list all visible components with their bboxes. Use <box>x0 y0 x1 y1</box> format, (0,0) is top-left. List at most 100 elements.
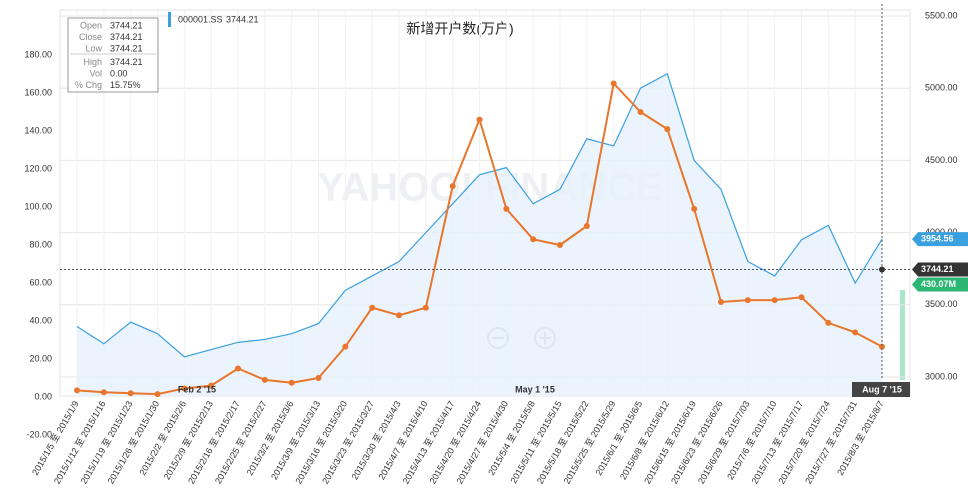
x-tick-label: 2015/6/29 至 2015/7/03 <box>696 399 752 485</box>
date-marker: Feb 2 '15 <box>178 384 216 394</box>
point <box>181 385 188 392</box>
point <box>369 304 376 311</box>
point <box>691 205 698 212</box>
y-tick-label: 60.00 <box>29 277 52 287</box>
point <box>476 116 483 123</box>
quote-value: 15.75% <box>110 80 141 90</box>
quote-value: 0.00 <box>110 68 128 78</box>
point <box>771 297 778 304</box>
point <box>208 382 215 389</box>
x-tick-label: 2015/1/26 至 2015/1/30 <box>106 399 162 485</box>
quote-value: 3744.21 <box>110 32 143 42</box>
x-tick-label: 2015/7/27 至 2015/7/31 <box>803 399 859 485</box>
point <box>315 375 322 381</box>
point <box>235 365 241 372</box>
quote-box <box>67 17 159 93</box>
x-tick-label: 2015/6/15 至 2015/6/19 <box>642 399 698 485</box>
point <box>557 242 563 248</box>
quote-value: 3744.21 <box>110 43 143 53</box>
point <box>744 297 751 304</box>
x-tick-label: 2015/6/23 至 2015/6/26 <box>669 399 725 485</box>
point <box>798 294 805 301</box>
x-tick-label: 2015/4/13 至 2015/4/17 <box>401 399 457 485</box>
x-tick-label: 2015/6/8 至 2015/6/12 <box>618 399 671 481</box>
last-value-tag <box>912 232 968 247</box>
y-tick-label: 40.00 <box>29 315 52 325</box>
point <box>879 343 885 350</box>
symbol-name: 000001.SS <box>178 14 223 24</box>
quote-label: Open <box>80 20 102 30</box>
x-tick-label: 2015/5/25 至 2015/5/29 <box>562 399 618 485</box>
x-tick-label: 2015/4/7 至 2015/4/10 <box>376 399 429 481</box>
y2-tick-label: 4000.00 <box>925 227 958 237</box>
point <box>852 329 859 336</box>
crosshair-tag <box>912 262 968 277</box>
point <box>503 205 510 212</box>
symbol-marker <box>168 12 171 27</box>
line <box>76 72 883 358</box>
y2-tick-label: 4500.00 <box>925 155 958 165</box>
x-tick-label: 2015/3/30 至 2015/4/3 <box>350 399 403 481</box>
y2-tick-label: 3500.00 <box>925 299 958 309</box>
point <box>664 126 671 133</box>
crosshair-tag-label: 3744.21 <box>921 264 954 274</box>
x-tick-label: 2015/1/12 至 2015/1/16 <box>52 399 108 485</box>
x-tick-label: 2015/7/13 至 2015/7/17 <box>750 399 806 485</box>
point <box>422 304 429 311</box>
point <box>261 376 268 383</box>
x-tick-label: 2015/3/9 至 2015/3/13 <box>269 399 322 481</box>
volume-tag-label: 430.07M <box>921 279 956 289</box>
y2-tick-label: 5000.00 <box>925 83 958 93</box>
y-tick-label: 140.00 <box>24 125 52 135</box>
volume-tag <box>912 277 968 292</box>
quote-label: Close <box>79 32 102 42</box>
point <box>342 343 349 350</box>
date-tag-label: Aug 7 '15 <box>862 384 902 394</box>
chart-title: 新增开户数(万户) <box>406 21 513 37</box>
point <box>127 390 134 397</box>
y-tick-label: 160.00 <box>24 87 52 97</box>
quote-value: 3744.21 <box>110 20 143 30</box>
crosshair-point <box>879 266 885 273</box>
y-tick-label: 120.00 <box>24 163 52 173</box>
y-tick-label: 80.00 <box>29 239 52 249</box>
x-tick-label: 2015/3/23 至 2015/3/27 <box>320 399 376 485</box>
date-tag <box>852 382 910 397</box>
point <box>825 319 832 326</box>
point <box>718 299 724 305</box>
x-tick-label: 2015/7/6 至 2015/7/10 <box>725 399 778 481</box>
quote-value: 3744.21 <box>110 57 143 67</box>
x-tick-label: 2015/2/9 至 2015/2/13 <box>162 399 215 481</box>
point <box>583 223 590 229</box>
y2-tick-label: 3000.00 <box>925 371 958 381</box>
point <box>74 387 80 394</box>
quote-label: % Chg <box>75 80 102 90</box>
x-tick-label: 2015/2/25 至 2015/2/27 <box>213 399 269 485</box>
quote-label: Low <box>85 43 102 53</box>
x-tick-label: 2015/4/20 至 2015/4/24 <box>428 399 484 485</box>
point <box>396 312 402 319</box>
symbol-value: 3744.21 <box>226 14 259 24</box>
y-tick-label: -20.00 <box>26 429 52 439</box>
point <box>154 391 161 398</box>
y-tick-label: 20.00 <box>29 353 52 363</box>
last-value-tag-label: 3954.56 <box>921 234 954 244</box>
quote-label: High <box>83 57 102 67</box>
point <box>610 80 617 87</box>
date-marker: May 1 '15 <box>515 384 555 394</box>
x-tick-label: 2015/1/19 至 2015/1/23 <box>79 399 135 485</box>
x-tick-label: 2015/2/16 至 2015/2/17 <box>186 399 242 485</box>
point <box>530 236 537 243</box>
x-tick-label: 2015/3/16 至 2015/3/20 <box>293 399 349 485</box>
point <box>637 109 644 115</box>
x-tick-label: 2015/7/20 至 2015/7/24 <box>776 399 832 485</box>
point <box>449 183 456 190</box>
y-tick-label: 0.00 <box>34 391 52 401</box>
volume-bar <box>900 290 905 380</box>
x-tick-label: 2015/5/11 至 2015/5/15 <box>508 399 563 485</box>
area <box>77 73 882 396</box>
x-tick-label: 2015/4/27 至 2015/4/30 <box>454 399 510 485</box>
point <box>288 379 295 386</box>
quote-label: Vol <box>89 68 102 78</box>
